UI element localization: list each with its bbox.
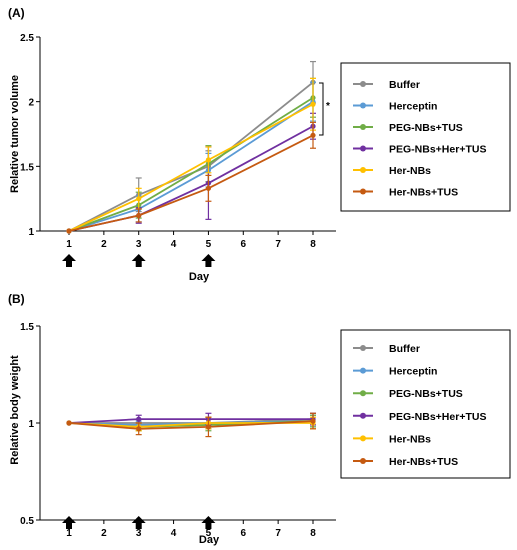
y-tick-label: 2: [28, 98, 34, 109]
x-tick-label: 4: [171, 239, 177, 250]
legend-swatch-marker: [360, 188, 366, 195]
y-tick-label: 1.5: [20, 162, 34, 173]
legend-label: Herceptin: [389, 101, 437, 113]
legend-swatch-marker: [360, 435, 366, 442]
legend-label: Buffer: [389, 79, 420, 91]
x-tick-label: 8: [310, 239, 316, 250]
legend-swatch-marker: [360, 458, 366, 464]
series-line: [68, 81, 314, 232]
legend-label: PEG-NBs+TUS: [389, 122, 463, 134]
legend-swatch-marker: [360, 412, 366, 419]
data-point: [310, 418, 316, 424]
data-point: [66, 228, 72, 234]
x-tick-label: 5: [206, 239, 212, 250]
series-line: [68, 422, 313, 428]
dosing-arrow-icon: [201, 254, 216, 267]
x-tick-label: 3: [136, 528, 142, 539]
dosing-arrow-icon: [62, 254, 76, 267]
x-tick-label: 7: [275, 528, 281, 539]
dosing-arrow-icon: [201, 516, 216, 529]
legend-label: Her-NBs: [389, 433, 431, 445]
legend-swatch-marker: [360, 345, 366, 351]
x-tick-label: 2: [101, 528, 107, 539]
legend-box: [340, 62, 511, 212]
dosing-arrow-icon: [62, 516, 76, 529]
x-tick-label: 6: [241, 239, 247, 250]
significance-bracket: [319, 82, 324, 136]
panel-label: (B): [8, 292, 25, 306]
data-point: [136, 196, 142, 202]
data-point: [310, 132, 316, 138]
y-axis-title: Relative tumor volume: [9, 75, 21, 193]
dosing-arrow-icon: [131, 516, 146, 529]
legend-box: [340, 329, 511, 479]
legend-swatch-marker: [360, 167, 366, 173]
series-line: [68, 420, 314, 430]
significance-star: *: [326, 101, 330, 112]
legend-label: Her-NBs+TUS: [389, 456, 458, 468]
y-tick-label: 1.5: [20, 322, 34, 333]
series-line: [68, 134, 314, 232]
legend-label: PEG-NBs+Her+TUS: [389, 411, 486, 423]
legend-swatch-marker: [360, 102, 366, 109]
series-line: [68, 125, 314, 232]
series-line: [68, 97, 314, 232]
series-line: [68, 100, 314, 232]
series-line: [68, 103, 314, 232]
data-point: [136, 212, 142, 219]
data-point: [310, 101, 316, 107]
dosing-arrow-icon: [131, 254, 146, 267]
legend-label: Her-NBs: [389, 165, 431, 177]
legend-label: Herceptin: [389, 366, 437, 378]
x-tick-label: 1: [66, 239, 72, 250]
data-point: [66, 420, 72, 426]
x-tick-label: 8: [310, 528, 316, 539]
legend-label: PEG-NBs+TUS: [389, 388, 463, 400]
data-point: [136, 416, 142, 422]
x-tick-label: 6: [241, 528, 247, 539]
legend-label: Her-NBs+TUS: [389, 187, 458, 199]
legend-swatch-marker: [360, 124, 366, 130]
x-tick-label: 2: [101, 239, 107, 250]
series-line: [69, 418, 314, 424]
legend-label: Buffer: [389, 343, 420, 355]
y-axis-title: Relative body weight: [9, 355, 21, 465]
y-tick-label: 1: [28, 419, 34, 430]
legend-swatch-marker: [360, 367, 366, 374]
y-tick-label: 2.5: [20, 33, 34, 44]
y-tick-label: 1: [28, 227, 34, 238]
x-tick-label: 7: [275, 239, 281, 250]
legend-swatch-marker: [360, 81, 366, 87]
data-point: [205, 157, 212, 163]
x-axis-title: Day: [199, 534, 220, 546]
legend-label: PEG-NBs+Her+TUS: [389, 144, 486, 156]
y-tick-label: 0.5: [20, 516, 34, 527]
series-line: [68, 420, 314, 426]
series-line: [68, 418, 313, 424]
data-point: [205, 424, 212, 430]
legend-swatch-marker: [360, 145, 366, 152]
x-tick-label: 3: [136, 239, 142, 250]
legend-swatch-marker: [360, 390, 366, 397]
x-tick-label: 1: [66, 528, 72, 539]
x-tick-label: 4: [171, 528, 177, 539]
data-point: [136, 426, 142, 432]
data-point: [205, 185, 212, 191]
panel-label: (A): [8, 6, 25, 20]
x-axis-title: Day: [189, 271, 210, 283]
x-tick-label: 5: [206, 528, 212, 539]
